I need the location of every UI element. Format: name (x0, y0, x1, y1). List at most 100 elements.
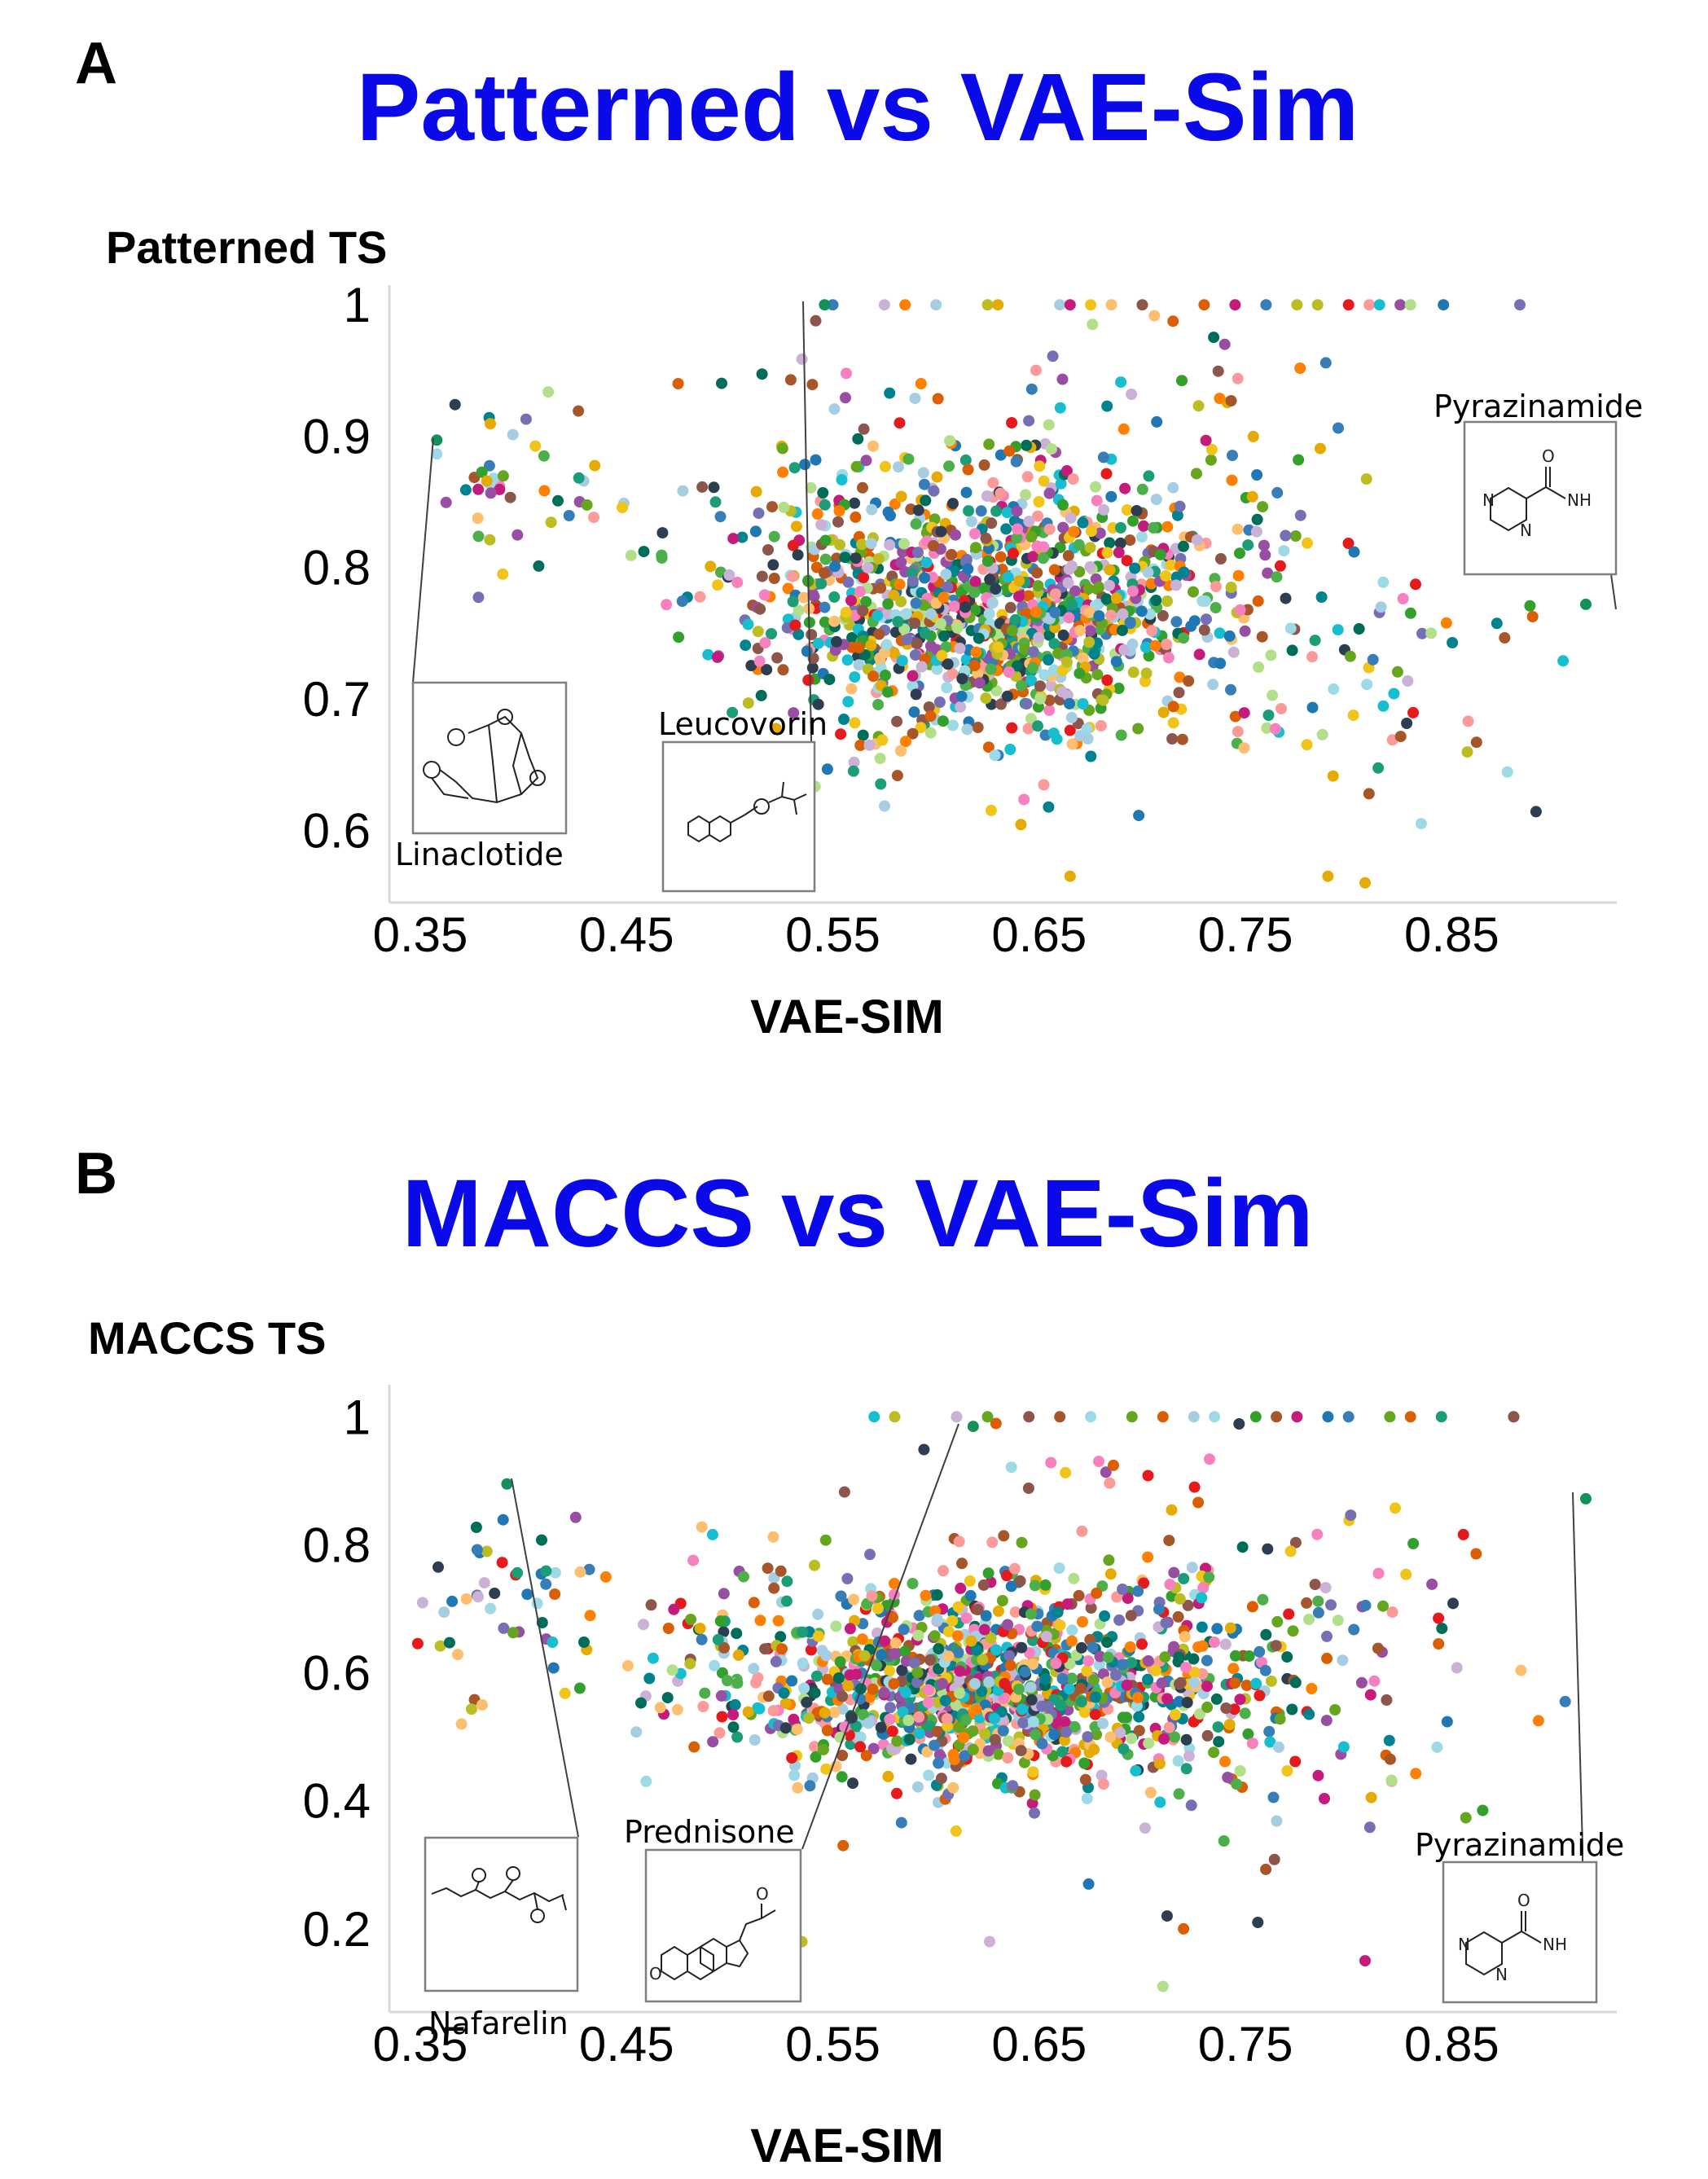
panel-b-data-point (931, 1725, 943, 1737)
panel-a-data-point (581, 499, 593, 511)
panel-b-data-point (1002, 1752, 1014, 1764)
panel-b-data-point (1132, 1692, 1144, 1704)
panel-a-y-tick-label: 0.8 (303, 541, 371, 595)
panel-b-data-point (895, 1817, 907, 1829)
panel-b-data-point (850, 1720, 863, 1733)
panel-b-data-point (694, 1623, 706, 1635)
panel-b-data-point (452, 1649, 463, 1661)
panel-b-data-point (891, 1787, 902, 1799)
panel-b-data-point (1122, 1593, 1134, 1605)
panel-a-data-point (1348, 546, 1360, 558)
panel-b-data-point (1082, 1878, 1095, 1890)
panel-a-data-point (1491, 617, 1503, 630)
panel-b-data-point (821, 1673, 833, 1685)
panel-b-data-point (1076, 1525, 1088, 1537)
panel-b-data-point (1194, 1708, 1205, 1720)
panel-a-data-point (789, 619, 801, 631)
panel-a-data-point (672, 378, 684, 389)
panel-b-data-point (1386, 1606, 1398, 1619)
panel-a-data-point (1342, 299, 1355, 311)
panel-a-data-point (1012, 523, 1023, 535)
panel-b-data-point (912, 1781, 924, 1793)
panel-a-data-point (1342, 538, 1355, 549)
panel-b-data-point (1508, 1411, 1520, 1423)
panel-a-data-point (538, 485, 551, 497)
panel-a-data-point (731, 577, 744, 588)
panel-b-data-point (897, 1706, 909, 1718)
panel-b-data-point (978, 1623, 990, 1636)
panel-b-data-point (1030, 1729, 1042, 1741)
panel-b-data-point (753, 1702, 766, 1715)
panel-a-data-point (656, 549, 668, 561)
panel-b-data-point (1385, 1774, 1398, 1786)
panel-b-data-point (805, 1644, 817, 1656)
panel-a-data-point (1114, 537, 1126, 549)
panel-b-data-point (1234, 1765, 1246, 1777)
panel-a-data-point (900, 736, 911, 748)
panel-b-data-point (858, 1709, 869, 1720)
panel-a-data-point (1013, 591, 1025, 603)
panel-b-data-point (1286, 1703, 1298, 1716)
panel-a-title: Patterned vs VAE-Sim (357, 54, 1359, 161)
svg-text:N: N (1482, 490, 1495, 510)
panel-a-data-point (573, 405, 585, 417)
panel-a-data-point (850, 511, 862, 523)
panel-b-data-point (621, 1659, 634, 1672)
panel-b-data-point (798, 1682, 810, 1694)
panel-a-data-point (943, 460, 955, 472)
panel-a-data-point (933, 696, 946, 708)
panel-a-data-point (995, 551, 1007, 563)
panel-b-data-point (856, 1633, 868, 1645)
panel-a-data-point (1229, 299, 1241, 311)
panel-a-x-axis-label: VAE-SIM (750, 991, 943, 1043)
panel-b-data-point (922, 1684, 934, 1696)
panel-b-data-point (1268, 1853, 1280, 1865)
panel-a-data-point (1140, 641, 1152, 653)
panel-a-data-point (1027, 646, 1039, 658)
panel-b-data-point (1159, 1651, 1171, 1663)
panel-b-data-point (968, 1678, 981, 1689)
panel-b-data-point (1073, 1589, 1085, 1601)
panel-b-annotated-point-pyrazinamide (1580, 1492, 1592, 1505)
panel-b-data-point (432, 1561, 444, 1573)
panel-a-data-point (812, 637, 824, 649)
panel-b-data-point (1133, 1711, 1145, 1723)
panel-b-data-point (767, 1705, 779, 1717)
panel-a-data-point (995, 487, 1007, 499)
panel-b-data-point (687, 1554, 700, 1566)
panel-a-data-point (879, 460, 891, 472)
panel-b-data-point (1059, 1716, 1071, 1728)
panel-b-data-point (1188, 1481, 1201, 1493)
panel-a-data-point (1225, 582, 1237, 593)
panel-b-data-point (1031, 1620, 1043, 1632)
panel-a-data-point (955, 586, 967, 598)
panel-b-data-point (584, 1610, 596, 1622)
panel-b-data-point (1153, 1603, 1165, 1615)
panel-a-data-point (935, 525, 947, 538)
panel-a-data-point (872, 699, 885, 710)
panel-b-data-point (911, 1676, 923, 1689)
panel-b-data-point (872, 1602, 884, 1614)
panel-a-data-point (1117, 608, 1129, 620)
panel-a-data-point (819, 616, 831, 628)
panel-a-data-point (504, 491, 516, 503)
panel-a-data-point (1271, 486, 1284, 499)
panel-b-data-point (844, 1623, 856, 1635)
panel-b-data-point (1284, 1545, 1297, 1557)
panel-a-data-point (538, 450, 550, 462)
panel-a-data-point (947, 498, 959, 510)
panel-b-data-point (947, 1748, 959, 1760)
panel-a-data-point (893, 461, 904, 473)
panel-a-data-point (1013, 575, 1025, 587)
panel-b-data-point (1172, 1755, 1184, 1767)
leucovorin-box: Leucovorin (658, 706, 828, 893)
panel-b-data-point (768, 1582, 780, 1594)
panel-b-y-tick-label: 1 (344, 1390, 371, 1444)
panel-a-data-point (872, 609, 884, 622)
panel-a-letter: A (75, 31, 117, 96)
panel-b-data-point (1407, 1538, 1420, 1549)
panel-b-data-point (1364, 1689, 1376, 1701)
panel-a-data-point (1289, 530, 1302, 542)
panel-b-data-point (1168, 1566, 1180, 1579)
panel-b-data-point (956, 1557, 968, 1570)
